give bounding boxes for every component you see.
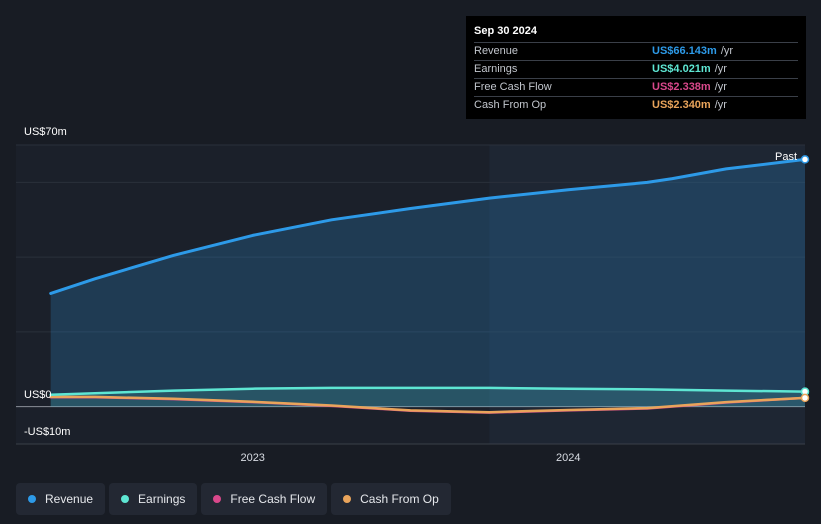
legend-label: Earnings — [138, 492, 186, 506]
tooltip-label: Revenue — [474, 45, 519, 57]
legend-item-free-cash-flow[interactable]: Free Cash Flow — [201, 483, 328, 515]
end-marker-cash-from-op — [800, 393, 810, 403]
series-line-earnings — [49, 386, 807, 396]
y-axis-label-top: US$70m — [24, 126, 67, 138]
series-line-cash-from-op — [49, 395, 807, 414]
revenue-area — [50, 159, 805, 407]
x-tick-label: 2023 — [240, 452, 264, 464]
tooltip-value: US$2.338m — [652, 81, 711, 93]
series-line-revenue — [49, 157, 807, 295]
tooltip-value: US$4.021m — [652, 63, 711, 75]
legend-dot-icon — [121, 495, 130, 503]
tooltip-row-earnings: Earnings US$4.021m /yr — [474, 60, 798, 78]
end-marker-revenue — [800, 155, 810, 164]
tooltip: Sep 30 2024 Revenue US$66.143m /yr Earni… — [466, 16, 806, 119]
y-axis-label-zero: US$0 — [24, 389, 52, 401]
tooltip-row-cash-from-op: Cash From Op US$2.340m /yr — [474, 96, 798, 114]
legend-item-cash-from-op[interactable]: Cash From Op — [331, 483, 451, 515]
legend-item-earnings[interactable]: Earnings — [109, 483, 198, 515]
tooltip-unit: /yr — [720, 45, 734, 57]
legend-dot-icon — [28, 495, 36, 503]
legend: Revenue Earnings Free Cash Flow Cash Fro… — [16, 483, 451, 515]
tooltip-value: US$66.143m — [652, 45, 717, 57]
legend-item-revenue[interactable]: Revenue — [16, 483, 106, 515]
legend-label: Revenue — [45, 492, 94, 506]
tooltip-label: Free Cash Flow — [474, 81, 552, 93]
tooltip-row-revenue: Revenue US$66.143m /yr — [474, 42, 798, 60]
legend-dot-icon — [343, 495, 352, 503]
tooltip-unit: /yr — [714, 63, 727, 75]
tooltip-date: Sep 30 2024 — [474, 25, 537, 37]
x-tick-label: 2024 — [556, 452, 580, 464]
tooltip-label: Cash From Op — [474, 99, 547, 111]
past-region — [489, 145, 805, 444]
tooltip-value: US$2.340m — [652, 99, 711, 111]
y-axis-label-bottom: -US$10m — [24, 426, 71, 438]
past-label: Past — [775, 151, 797, 163]
legend-dot-icon — [213, 495, 222, 503]
legend-label: Free Cash Flow — [230, 492, 316, 506]
tooltip-unit: /yr — [714, 81, 727, 93]
tooltip-unit: /yr — [714, 99, 727, 111]
legend-label: Cash From Op — [360, 492, 439, 506]
tooltip-row-free-cash-flow: Free Cash Flow US$2.338m /yr — [474, 78, 798, 96]
tooltip-label: Earnings — [474, 63, 518, 75]
